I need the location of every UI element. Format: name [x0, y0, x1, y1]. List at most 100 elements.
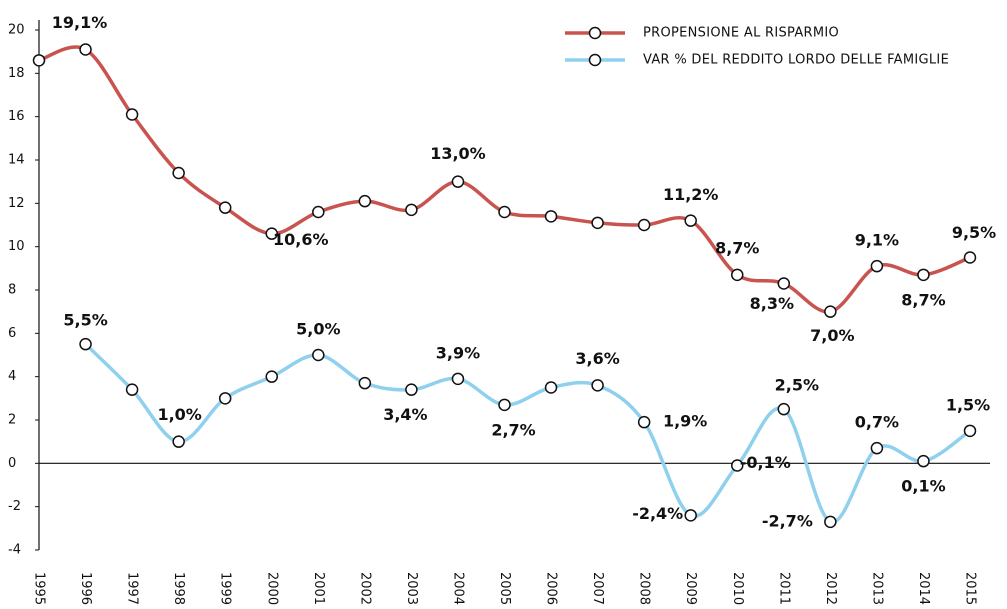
- x-tick-label: 2013: [869, 572, 884, 605]
- data-label: -2,4%: [632, 504, 683, 523]
- data-point: [312, 348, 325, 362]
- data-point: [358, 194, 372, 208]
- data-label: 8,7%: [715, 238, 759, 257]
- data-label: -0,1%: [740, 453, 791, 472]
- x-tick-label: 2001: [311, 572, 326, 605]
- data-point: [637, 415, 651, 429]
- data-label: 0,7%: [855, 413, 899, 432]
- data-point: [591, 216, 604, 230]
- data-point: [498, 398, 511, 412]
- data-label: 8,7%: [901, 290, 945, 309]
- data-label: 9,5%: [952, 223, 996, 242]
- data-label: 1,9%: [663, 412, 707, 431]
- data-label: -2,7%: [762, 511, 813, 530]
- x-tick-label: 2007: [590, 572, 605, 605]
- x-tick-label: 2010: [730, 572, 745, 605]
- y-tick-label: 18: [8, 66, 25, 81]
- x-tick-label: 1996: [78, 572, 93, 605]
- data-point: [870, 441, 884, 455]
- data-point: [917, 454, 930, 468]
- x-tick-label: 1999: [218, 572, 233, 605]
- x-tick-label: 1998: [171, 572, 186, 605]
- data-point: [917, 268, 930, 282]
- data-label: 3,9%: [436, 343, 480, 362]
- data-point: [265, 227, 278, 240]
- x-tick-label: 2008: [637, 572, 652, 605]
- x-tick-label: 2012: [823, 572, 838, 605]
- data-point: [824, 515, 837, 529]
- x-tick-label: 2002: [357, 572, 372, 605]
- data-point: [32, 54, 46, 67]
- data-point: [777, 402, 791, 416]
- legend-marker: [588, 53, 602, 67]
- x-tick-label: 2005: [497, 572, 512, 605]
- data-label: 5,5%: [63, 311, 107, 330]
- legend-label: VAR % DEL REDDITO LORDO DELLE FAMIGLIE: [643, 53, 949, 68]
- y-tick-label: 6: [8, 326, 16, 341]
- data-point: [125, 383, 139, 396]
- data-label: 13,0%: [430, 144, 486, 163]
- data-point: [684, 509, 697, 522]
- x-tick-label: 2014: [916, 572, 931, 605]
- x-tick-label: 2004: [450, 572, 465, 605]
- data-point: [684, 214, 697, 227]
- data-label: 3,4%: [383, 405, 427, 424]
- data-point: [824, 305, 837, 318]
- data-point: [172, 435, 185, 448]
- data-label: 7,0%: [810, 326, 854, 345]
- data-point: [498, 205, 511, 219]
- data-point: [312, 205, 325, 219]
- data-label: 1,5%: [946, 395, 990, 414]
- y-tick-label: 20: [8, 23, 25, 38]
- data-label: 5,0%: [296, 320, 340, 339]
- data-label: 10,6%: [273, 230, 329, 249]
- y-tick-label: 14: [8, 153, 25, 168]
- data-point: [731, 459, 744, 472]
- data-label: 9,1%: [855, 231, 899, 250]
- data-point: [637, 218, 651, 232]
- data-point: [731, 268, 744, 282]
- y-tick-label: 0: [8, 456, 16, 471]
- data-label: 2,5%: [775, 376, 819, 395]
- y-tick-label: -2: [8, 499, 21, 514]
- y-tick-label: 10: [8, 239, 25, 254]
- data-label: 8,3%: [750, 294, 794, 313]
- y-tick-label: 4: [8, 369, 16, 384]
- y-tick-label: -4: [8, 543, 21, 558]
- y-tick-label: 12: [8, 196, 25, 211]
- data-point: [451, 175, 465, 188]
- y-tick-label: 16: [8, 109, 25, 124]
- x-tick-label: 2011: [776, 572, 791, 605]
- data-label: 3,6%: [575, 349, 619, 368]
- data-point: [963, 251, 977, 264]
- data-point: [963, 424, 977, 438]
- y-tick-label: 8: [8, 283, 16, 298]
- data-label: 19,1%: [52, 13, 108, 32]
- data-point: [544, 210, 558, 223]
- x-tick-label: 1997: [125, 572, 140, 605]
- data-point: [451, 372, 465, 386]
- x-tick-label: 2006: [544, 572, 559, 605]
- x-tick-label: 2009: [683, 572, 698, 605]
- data-point: [172, 166, 185, 180]
- y-tick-label: 2: [8, 413, 16, 428]
- data-label: 0,1%: [901, 477, 945, 496]
- data-point: [79, 43, 92, 56]
- data-label: 2,7%: [491, 420, 535, 439]
- data-point: [218, 201, 232, 214]
- data-point: [79, 337, 92, 351]
- data-point: [125, 108, 139, 121]
- legend-marker: [588, 26, 602, 40]
- legend-label: PROPENSIONE AL RISPARMIO: [643, 26, 839, 41]
- data-point: [591, 379, 604, 392]
- x-tick-label: 2015: [963, 572, 978, 605]
- data-label: 11,2%: [663, 185, 719, 204]
- x-tick-label: 2003: [404, 572, 419, 605]
- data-point: [265, 370, 278, 383]
- data-point: [870, 259, 884, 273]
- data-point: [218, 392, 232, 405]
- data-point: [544, 381, 558, 394]
- data-point: [405, 203, 418, 217]
- data-point: [358, 376, 372, 390]
